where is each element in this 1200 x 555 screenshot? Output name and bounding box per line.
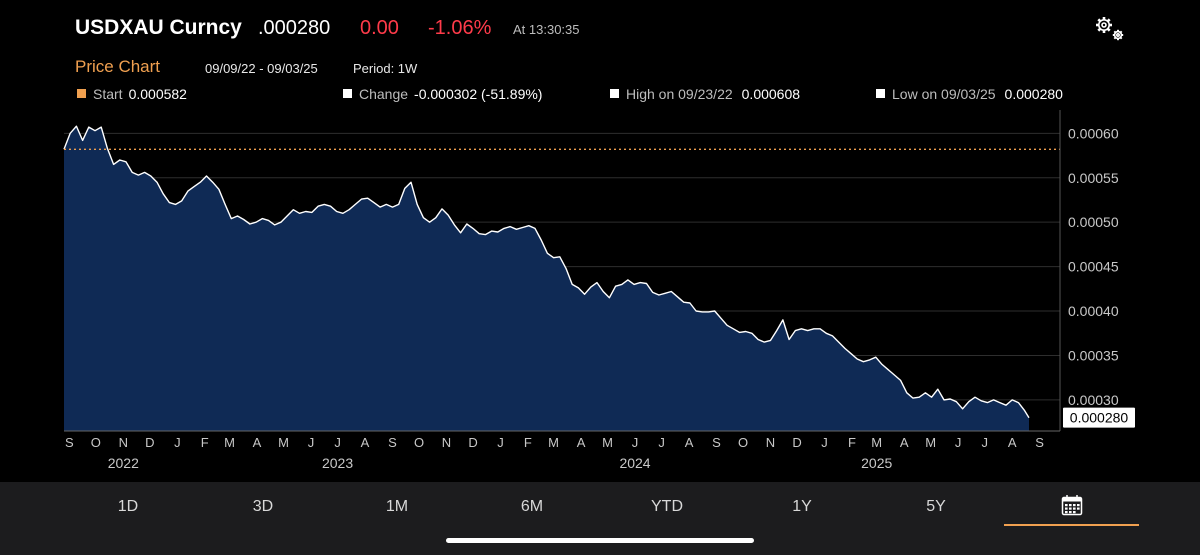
price-line bbox=[63, 125, 1030, 419]
x-tick-label-12: S bbox=[388, 435, 397, 450]
y-tick-label-1: 0.00035 bbox=[1068, 347, 1119, 363]
x-tick-label-34: J bbox=[981, 435, 988, 450]
low-marker-icon bbox=[876, 89, 885, 98]
stat-high-label: High on 09/23/22 bbox=[626, 86, 733, 102]
percent-change: -1.06% bbox=[428, 17, 492, 39]
section-title: Price Chart bbox=[75, 57, 161, 76]
last-value-box bbox=[1063, 407, 1135, 428]
y-tick-label-2: 0.00040 bbox=[1068, 303, 1119, 319]
x-tick-label-30: M bbox=[871, 435, 882, 450]
x-tick-label-3: D bbox=[145, 435, 154, 450]
x-tick-label-31: A bbox=[900, 435, 909, 450]
y-tick-label-5: 0.00055 bbox=[1068, 170, 1119, 186]
x-tick-label-36: S bbox=[1035, 435, 1044, 450]
tab-1y[interactable]: 1Y bbox=[792, 498, 812, 515]
active-tab-indicator bbox=[1004, 524, 1139, 526]
high-marker-icon bbox=[610, 89, 619, 98]
x-tick-label-14: N bbox=[442, 435, 451, 450]
y-tick-label-6: 0.00060 bbox=[1068, 125, 1119, 141]
x-tick-label-9: J bbox=[308, 435, 315, 450]
x-tick-label-26: N bbox=[766, 435, 775, 450]
year-label-3: 2025 bbox=[861, 455, 892, 471]
x-tick-label-1: O bbox=[91, 435, 101, 450]
x-tick-label-18: M bbox=[548, 435, 559, 450]
last-value-label: 0.000280 bbox=[1070, 410, 1129, 426]
x-tick-label-25: O bbox=[738, 435, 748, 450]
x-tick-label-35: A bbox=[1008, 435, 1017, 450]
year-label-1: 2023 bbox=[322, 455, 353, 471]
tab-1m[interactable]: 1M bbox=[385, 498, 409, 515]
x-tick-label-29: F bbox=[848, 435, 856, 450]
last-update-time: At 13:30:35 bbox=[513, 22, 580, 37]
x-tick-label-6: M bbox=[224, 435, 235, 450]
year-label-2: 2024 bbox=[619, 455, 650, 471]
x-tick-label-7: A bbox=[253, 435, 262, 450]
stat-high-value: 0.000608 bbox=[741, 86, 801, 102]
y-tick-label-4: 0.00050 bbox=[1068, 214, 1119, 230]
y-tick-label-3: 0.00045 bbox=[1068, 259, 1119, 275]
stat-low: Low on 09/03/25 0.000280 bbox=[876, 86, 1063, 102]
start-marker-icon bbox=[77, 89, 86, 98]
price-area bbox=[64, 126, 1029, 431]
x-tick-label-8: M bbox=[278, 435, 289, 450]
x-tick-label-2: N bbox=[119, 435, 128, 450]
x-tick-label-15: D bbox=[468, 435, 477, 450]
y-tick-label-0: 0.00030 bbox=[1068, 392, 1119, 408]
x-tick-label-28: J bbox=[821, 435, 828, 450]
net-change: 0.00 bbox=[360, 17, 399, 39]
x-tick-label-10: J bbox=[334, 435, 341, 450]
x-tick-label-23: A bbox=[685, 435, 694, 450]
x-tick-label-20: M bbox=[602, 435, 613, 450]
x-tick-label-32: M bbox=[925, 435, 936, 450]
x-tick-label-17: F bbox=[524, 435, 532, 450]
x-tick-label-11: A bbox=[361, 435, 370, 450]
stat-low-label: Low on 09/03/25 bbox=[892, 86, 996, 102]
gear-icon[interactable] bbox=[1092, 14, 1128, 44]
home-indicator[interactable] bbox=[446, 538, 754, 543]
tab-3d[interactable]: 3D bbox=[252, 498, 274, 515]
date-range: 09/09/22 - 09/03/25 bbox=[205, 61, 318, 76]
period-label: Period: 1W bbox=[353, 61, 418, 76]
header: USDXAU Curncy .000280 0.00 -1.06% At 13:… bbox=[0, 0, 1200, 120]
stat-high: High on 09/23/22 0.000608 bbox=[610, 86, 800, 102]
tab-6m[interactable]: 6M bbox=[520, 498, 544, 515]
x-tick-label-19: A bbox=[577, 435, 586, 450]
x-tick-label-33: J bbox=[955, 435, 962, 450]
calendar-icon[interactable] bbox=[1061, 494, 1083, 516]
x-tick-label-24: S bbox=[712, 435, 721, 450]
x-tick-label-27: D bbox=[792, 435, 801, 450]
tab-1d[interactable]: 1D bbox=[117, 498, 139, 515]
stat-change: Change -0.000302 (-51.89%) bbox=[343, 86, 542, 102]
x-tick-label-16: J bbox=[497, 435, 504, 450]
tab-ytd[interactable]: YTD bbox=[651, 498, 683, 515]
x-tick-label-5: F bbox=[201, 435, 209, 450]
last-price: .000280 bbox=[258, 17, 331, 39]
stat-change-value: -0.000302 (-51.89%) bbox=[414, 86, 543, 102]
x-tick-label-0: S bbox=[65, 435, 74, 450]
x-tick-label-13: O bbox=[414, 435, 424, 450]
range-tab-bar: 1D 3D 1M 6M YTD 1Y 5Y bbox=[0, 482, 1200, 555]
stat-low-value: 0.000280 bbox=[1004, 86, 1063, 102]
stat-start: Start 0.000582 bbox=[77, 86, 187, 102]
price-chart[interactable]: 0.00030 0.00035 0.00040 0.00045 0.00050 0.000… bbox=[0, 110, 1200, 482]
x-tick-label-22: J bbox=[658, 435, 665, 450]
stat-start-label: Start bbox=[93, 86, 123, 102]
ticker-title: USDXAU Curncy bbox=[75, 16, 242, 39]
x-tick-label-4: J bbox=[174, 435, 181, 450]
year-label-0: 2022 bbox=[108, 455, 139, 471]
stat-change-label: Change bbox=[359, 86, 409, 102]
tab-5y[interactable]: 5Y bbox=[926, 498, 946, 515]
change-marker-icon bbox=[343, 89, 352, 98]
x-tick-label-21: J bbox=[632, 435, 639, 450]
stat-start-value: 0.000582 bbox=[128, 86, 187, 102]
